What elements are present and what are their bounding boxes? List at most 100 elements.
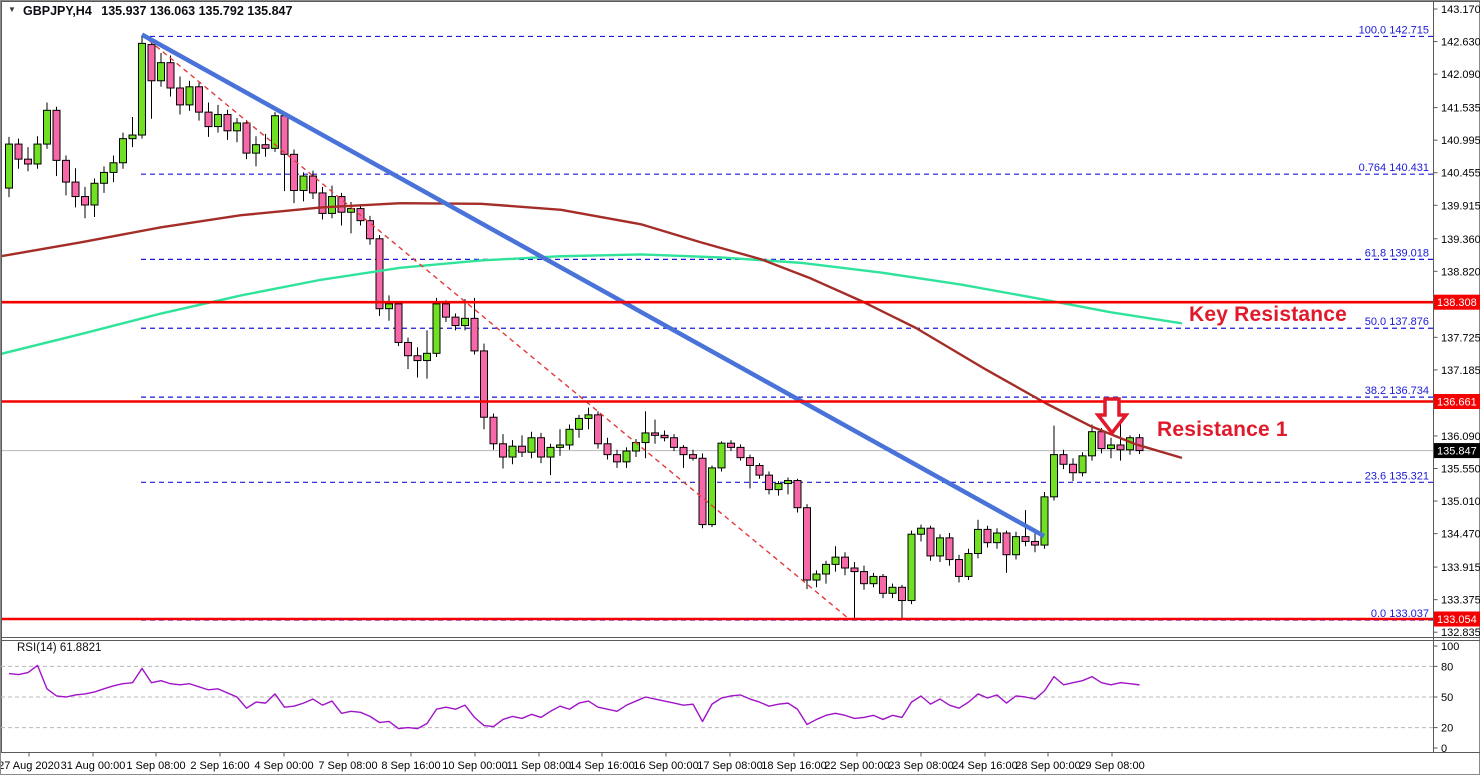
candle-body: [565, 428, 574, 446]
price-axis-label: 136.090: [1441, 431, 1480, 443]
candle-body: [670, 437, 678, 448]
candle-body: [233, 122, 241, 132]
rsi-axis-label: 100: [1441, 641, 1459, 653]
candle-body: [480, 350, 488, 418]
time-axis-label: 24 Sep 16:00: [952, 760, 1017, 772]
candle-body: [90, 182, 99, 206]
candle-body: [537, 437, 545, 458]
rsi-axis-label: 50: [1441, 692, 1453, 704]
candle-body: [119, 138, 127, 164]
candle-body: [185, 86, 194, 106]
candle-body: [33, 143, 42, 165]
price-axis-label: 132.835: [1441, 627, 1480, 639]
symbol-dropdown-icon[interactable]: ▼: [8, 5, 16, 14]
candle-body: [489, 416, 498, 445]
candle-body: [879, 575, 887, 594]
candle-body: [812, 573, 821, 581]
candle-body: [546, 446, 555, 458]
candle-body: [594, 414, 602, 445]
candle-body: [974, 528, 982, 555]
rsi-indicator-label: RSI(14) 61.8821: [17, 642, 102, 654]
price-axis-label: 134.470: [1441, 529, 1480, 541]
candle-body: [1040, 496, 1049, 546]
price-badge: [1434, 394, 1480, 410]
time-axis-label: 14 Sep 16:00: [569, 760, 634, 772]
time-axis-label: 17 Sep 08:00: [697, 760, 762, 772]
candle-body: [375, 238, 384, 310]
candle-body: [423, 352, 431, 362]
price-axis-label: 140.995: [1441, 135, 1480, 147]
candle-body: [622, 450, 631, 463]
down-arrow-icon[interactable]: [1094, 397, 1130, 436]
candle-body: [983, 528, 992, 544]
candle-body: [309, 175, 317, 194]
candle-body: [907, 533, 916, 602]
candle-body: [746, 457, 754, 466]
candle-body: [157, 62, 165, 82]
candle-body: [793, 480, 802, 509]
key-resistance-annotation[interactable]: Key Resistance: [1189, 303, 1348, 326]
candle-body: [347, 208, 355, 213]
price-axis-label: 141.535: [1441, 103, 1480, 115]
candle-body: [698, 457, 707, 526]
candle-body: [632, 442, 640, 452]
chart-ohlc-quote: 135.937 136.063 135.792 135.847: [101, 4, 293, 18]
price-axis-label: 137.725: [1441, 332, 1480, 344]
time-axis-label: 28 Sep 00:00: [1015, 760, 1080, 772]
price-axis-label: 142.630: [1441, 37, 1480, 49]
candle-body: [518, 445, 526, 453]
candle-body: [888, 586, 897, 594]
price-axis-label: 139.915: [1441, 200, 1480, 212]
price-axis-label: 133.915: [1441, 562, 1480, 574]
candle-body: [860, 571, 868, 585]
chart-symbol-timeframe: GBPJPY,H4: [23, 4, 92, 18]
rsi-axis-label: 80: [1441, 661, 1453, 673]
price-axis-label: 139.360: [1441, 234, 1480, 246]
fib-level-label: 38.2 136.734: [1365, 385, 1429, 397]
candle-body: [128, 134, 137, 140]
candle-body: [784, 480, 792, 485]
chart-title: GBPJPY,H4 135.937 136.063 135.792 135.84…: [23, 4, 292, 18]
time-axis-label: 16 Sep 00:00: [633, 760, 698, 772]
candle-body: [527, 437, 536, 453]
moving-average-slow-line: [1, 201, 1183, 459]
candle-body: [613, 454, 621, 463]
time-axis-label: 31 Aug 00:00: [61, 760, 126, 772]
candle-body: [328, 196, 336, 214]
candle-body: [299, 175, 308, 192]
resistance-1-annotation[interactable]: Resistance 1: [1157, 418, 1288, 441]
price-axis-label: 135.550: [1441, 463, 1480, 475]
candle-body: [100, 171, 108, 184]
candle-body: [955, 559, 963, 577]
candle-body: [993, 532, 1001, 544]
candle-body: [442, 303, 450, 318]
rsi-line: [8, 664, 1140, 730]
candle-body: [404, 341, 412, 357]
descending-dashed-trendline[interactable]: [141, 34, 849, 619]
candle-body: [679, 446, 688, 456]
price-axis-label: 140.455: [1441, 168, 1480, 180]
fib-level-label: 23.6 135.321: [1365, 470, 1429, 482]
candle-body: [774, 483, 783, 491]
candle-body: [945, 537, 954, 561]
candle-body: [1059, 454, 1068, 465]
price-badge-label: 135.847: [1437, 446, 1477, 458]
candle-body: [850, 567, 859, 573]
candle-body: [717, 442, 726, 469]
candle-body: [689, 454, 697, 459]
candle-body: [1116, 444, 1125, 451]
candle-body: [917, 527, 925, 535]
time-axis-label: 22 Sep 00:00: [824, 760, 889, 772]
price-axis-label: 133.375: [1441, 595, 1480, 607]
candle-body: [708, 467, 716, 526]
candle-body: [803, 507, 811, 581]
candle-body: [413, 355, 422, 362]
fib-level-label: 50.0 137.876: [1365, 316, 1429, 328]
candle-body: [366, 220, 374, 240]
candle-body: [508, 445, 517, 458]
descending-blue-trendline[interactable]: [140, 32, 1046, 538]
candle-body: [223, 114, 232, 132]
candle-body: [280, 115, 289, 155]
candle-body: [451, 316, 460, 327]
